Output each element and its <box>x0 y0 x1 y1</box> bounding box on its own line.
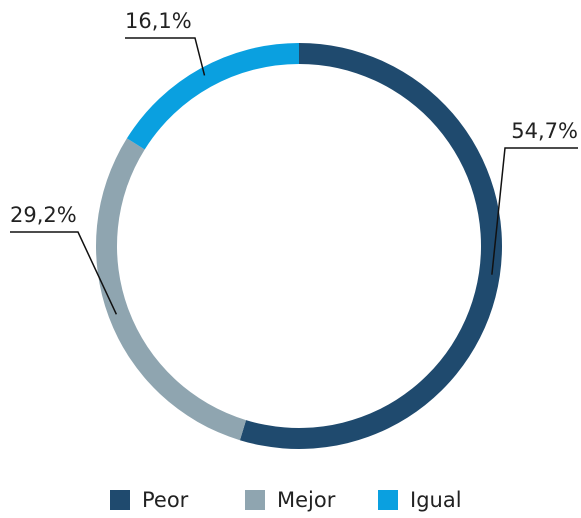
legend-swatch <box>378 490 398 510</box>
legend-label: Mejor <box>277 488 336 512</box>
donut-segment <box>95 138 247 441</box>
donut-segment <box>126 43 299 150</box>
data-label: 16,1% <box>125 9 192 33</box>
legend-swatch <box>245 490 265 510</box>
leader-line <box>491 147 578 275</box>
legend-label: Peor <box>142 488 189 512</box>
leader-line <box>10 231 118 315</box>
data-label: 29,2% <box>10 203 77 227</box>
legend-swatch <box>110 490 130 510</box>
legend-label: Igual <box>410 488 462 512</box>
donut-segment <box>239 43 502 450</box>
data-label: 54,7% <box>511 119 578 143</box>
leader-line <box>125 37 206 76</box>
